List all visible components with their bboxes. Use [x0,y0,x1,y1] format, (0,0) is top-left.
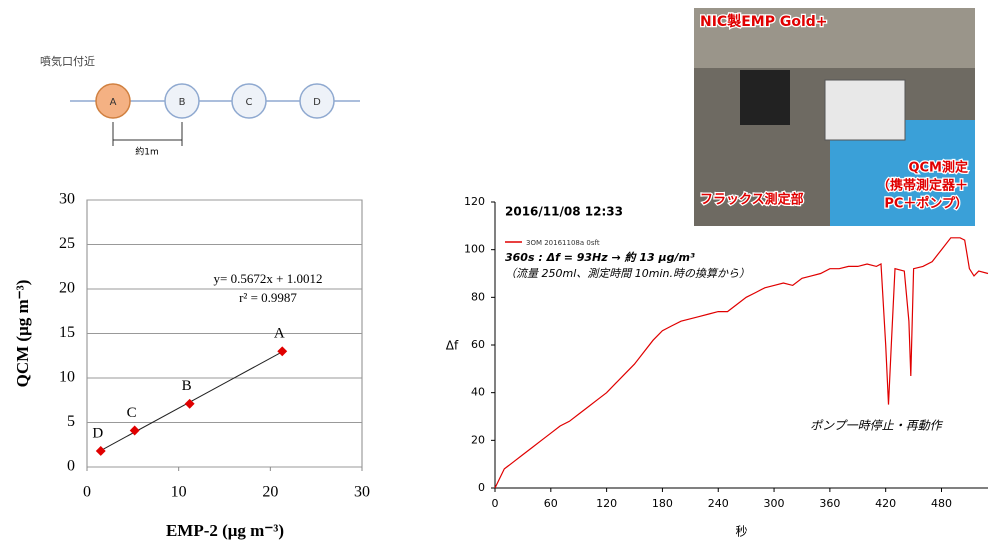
photo-label: QCM測定 [908,160,968,176]
node-label: D [313,97,321,108]
y-tick-label: 30 [59,191,75,208]
y-tick-label: 100 [464,243,485,256]
photo-laptop [825,80,905,140]
x-tick-label: 420 [875,497,896,510]
x-tick-label: 0 [492,497,499,510]
y-tick-label: 5 [67,413,75,430]
point-label: C [127,405,137,421]
x-tick-label: 0 [83,484,91,501]
annotation: ポンプ一時停止・再動作 [810,419,944,433]
chart-title: 2016/11/08 12:33 [505,205,623,219]
trend-r2: r² = 0.9987 [239,290,297,305]
annotation: （流量 250ml、測定時間 10min.時の換算から） [505,267,750,280]
photo-bag [740,70,790,125]
y-tick-label: 80 [471,290,485,303]
y-tick-label: 10 [59,369,75,386]
node-label: B [179,97,186,108]
x-tick-label: 60 [544,497,558,510]
x-tick-label: 20 [262,484,278,501]
y-axis-label: Δf [446,339,459,353]
annotation: 360s : Δf = 93Hz → 約 13 μg/m³ [505,251,695,264]
y-tick-label: 60 [471,338,485,351]
point-label: A [274,326,285,342]
point-label: B [182,378,192,394]
legend-label: 3OM 20161108a 0sft [526,239,600,247]
y-tick-label: 25 [59,235,75,252]
photo-label: PC＋ポンプ） [884,196,968,212]
trend-equation: y= 0.5672x + 1.0012 [214,271,323,286]
y-tick-label: 120 [464,195,485,208]
node-label: A [110,97,117,108]
diagram-title: 噴気口付近 [40,54,95,68]
y-tick-label: 20 [59,280,75,297]
node-label: C [246,97,253,108]
x-axis-label: 秒 [735,525,747,539]
x-tick-label: 30 [354,484,370,501]
y-tick-label: 0 [67,458,75,475]
y-tick-label: 15 [59,324,75,341]
x-tick-label: 480 [931,497,952,510]
x-tick-label: 10 [171,484,187,501]
y-tick-label: 40 [471,386,485,399]
x-tick-label: 300 [764,497,785,510]
x-tick-label: 240 [708,497,729,510]
x-axis-label: EMP-2 (μg m⁻³) [166,521,284,540]
distance-label: 約1m [135,146,159,158]
y-tick-label: 0 [478,481,485,494]
x-tick-label: 120 [596,497,617,510]
page: 噴気口付近 約1m A B C D NIC製EMP Gold+ フラックス測定部 QCM測定… [0,0,989,544]
x-tick-label: 360 [819,497,840,510]
photo-label: NIC製EMP Gold+ [700,13,828,30]
y-axis-label: QCM (μg m⁻³) [13,280,32,388]
photo-label: フラックス測定部 [700,192,804,208]
point-label: D [92,425,103,441]
photo-label: （携帯測定器＋ [877,178,968,194]
x-tick-label: 180 [652,497,673,510]
y-tick-label: 20 [471,433,485,446]
